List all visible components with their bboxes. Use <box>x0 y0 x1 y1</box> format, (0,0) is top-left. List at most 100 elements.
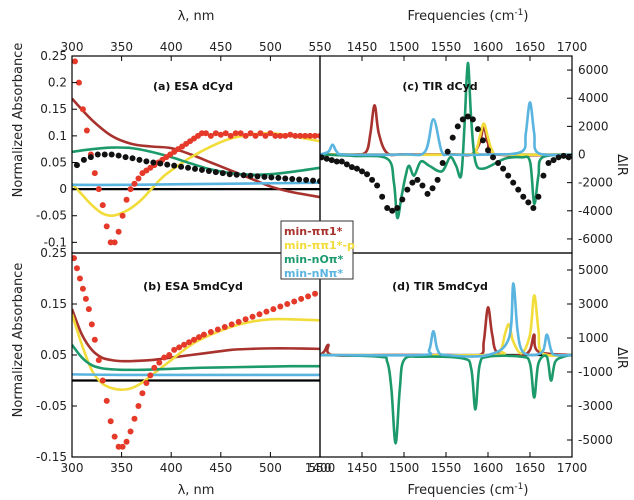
panel-a-point-5-20 <box>212 169 219 176</box>
panel-b-series-2 <box>72 344 320 372</box>
panel-c-point-4-9 <box>364 171 371 178</box>
panel-b-point-4-40 <box>256 311 263 318</box>
panel-b-point-4-37 <box>235 318 242 325</box>
panel-d-xtick-0: 1400 <box>305 461 336 475</box>
panel-b-point-4-1 <box>73 265 80 272</box>
panel-c-point-4-35 <box>495 159 502 166</box>
panel-c-point-4-3 <box>333 158 340 165</box>
panel-c-point-4-25 <box>444 148 451 155</box>
panel-c-point-4-34 <box>490 154 497 161</box>
panel-b-point-4-3 <box>79 285 86 292</box>
panel-c-point-4-32 <box>479 137 486 144</box>
panel-b-point-4-29 <box>186 339 193 346</box>
panel-a-point-4-55 <box>312 132 319 139</box>
panel-a-point-5-25 <box>247 172 254 179</box>
panel-a-xtick-4: 500 <box>259 40 282 54</box>
panel-a-point-5-1 <box>80 156 87 163</box>
panel-b-point-4-44 <box>284 301 291 307</box>
panel-c-point-4-12 <box>379 193 386 200</box>
panel-c-point-4-46 <box>550 157 557 164</box>
panel-a-xtick-5: 550 <box>309 40 332 54</box>
panel-b-xtick-0: 300 <box>61 461 84 475</box>
panel-b-point-4-38 <box>242 316 249 323</box>
panel-a-ytick-7: 0.25 <box>40 49 67 63</box>
panel-d-xtick-1: 1450 <box>347 461 378 475</box>
panel-c-point-4-45 <box>545 159 552 166</box>
panel-b-point-4-4 <box>82 295 89 302</box>
panel-a-xtick-0: 300 <box>61 40 84 54</box>
panel-d-xtick-2: 1500 <box>389 461 420 475</box>
panel-b-point-4-0 <box>72 255 77 262</box>
panel-a-ytick-3: 0.05 <box>40 155 67 169</box>
panel-b-point-4-48 <box>312 290 319 297</box>
panel-c-point-4-14 <box>389 207 396 214</box>
panel-a-point-4-7 <box>99 202 106 209</box>
panel-c-point-4-49 <box>565 154 572 161</box>
panel-a-point-4-43 <box>252 132 259 139</box>
panel-d-ytick-4: 3000 <box>578 297 609 311</box>
panel-b-plot <box>72 255 320 450</box>
left-ylabel-bottom: Normalized Absorbance <box>11 263 26 418</box>
panel-d-ytick-2: -1000 <box>578 365 613 379</box>
panel-b-xtick-5: 550 <box>309 461 332 475</box>
panel-b-point-4-7 <box>91 336 98 343</box>
panel-a-point-5-22 <box>226 171 233 178</box>
panel-a-xtick-3: 450 <box>209 40 232 54</box>
panel-d-title: (d) TIR 5mdCyd <box>392 280 488 293</box>
panel-b-point-4-42 <box>270 306 277 313</box>
panel-a-point-4-0 <box>72 58 78 65</box>
panel-c-point-4-30 <box>469 116 476 123</box>
panel-a-point-5-18 <box>198 166 205 173</box>
panel-a-point-4-44 <box>257 130 264 137</box>
legend-item-3: min-nNπ* <box>284 267 343 280</box>
panel-a-point-5-27 <box>261 173 268 180</box>
panel-b-title: (b) ESA 5mdCyd <box>143 280 243 293</box>
panel-c-point-4-21 <box>424 190 431 197</box>
panel-c-point-4-17 <box>404 186 411 193</box>
panel-a-series-1 <box>72 131 320 218</box>
panel-a-point-4-50 <box>287 131 294 138</box>
legend-item-2: min-nOπ* <box>284 253 344 266</box>
legend: min-ππ1* min-ππ1*-p min-nOπ* min-nNπ* <box>280 220 355 280</box>
panel-a-point-5-2 <box>87 154 94 161</box>
legend-box <box>280 220 354 280</box>
panel-d-xtick-4: 1600 <box>473 461 504 475</box>
panel-b-point-4-27 <box>176 344 183 351</box>
panel-d-plot <box>320 282 572 445</box>
panel-a-point-5-6 <box>115 152 122 159</box>
panel-b-xtick-4: 500 <box>259 461 282 475</box>
panel-c-point-4-7 <box>353 165 360 172</box>
panel-b-point-4-31 <box>195 334 202 341</box>
panel-a-point-5-13 <box>164 161 171 168</box>
panel-a-point-5-29 <box>275 174 282 181</box>
panel-b-ytick-1: -0.05 <box>36 399 67 413</box>
panel-a-point-4-2 <box>79 106 86 113</box>
panel-a-point-5-23 <box>233 171 240 178</box>
panel-c-point-4-26 <box>449 134 456 141</box>
panel-a-point-4-49 <box>282 132 289 139</box>
panel-a-series-3 <box>72 181 320 187</box>
panel-c-title: (c) TIR dCyd <box>402 80 477 93</box>
panel-b-point-4-17 <box>131 415 138 422</box>
panel-b-series-1 <box>72 313 320 391</box>
panel-b-point-4-20 <box>143 380 150 387</box>
panel-c-point-4-29 <box>464 113 471 120</box>
panel-d-series-1 <box>320 294 572 357</box>
panel-b-point-4-45 <box>291 298 298 305</box>
panel-b-xtick-1: 350 <box>110 461 133 475</box>
panel-c-ytick-4: 2000 <box>578 119 609 133</box>
panel-a-point-4-42 <box>247 130 254 137</box>
panel-b-ytick-3: 0.15 <box>40 297 67 311</box>
right-ylabel-bottom: ΔIR <box>614 347 629 369</box>
panel-a-ytick-5: 0.15 <box>40 102 67 116</box>
panel-a-point-5-33 <box>303 177 310 184</box>
panel-a-point-4-35 <box>212 130 219 137</box>
panel-c-point-4-8 <box>359 168 365 175</box>
panel-c-point-4-19 <box>414 176 421 183</box>
panel-b-point-4-35 <box>221 323 228 330</box>
panel-a-point-5-9 <box>136 156 143 163</box>
panel-a-point-4-47 <box>272 132 279 139</box>
panel-c-point-4-5 <box>343 161 350 168</box>
panel-b-point-4-8 <box>95 357 102 364</box>
panel-a-point-5-21 <box>219 170 226 177</box>
